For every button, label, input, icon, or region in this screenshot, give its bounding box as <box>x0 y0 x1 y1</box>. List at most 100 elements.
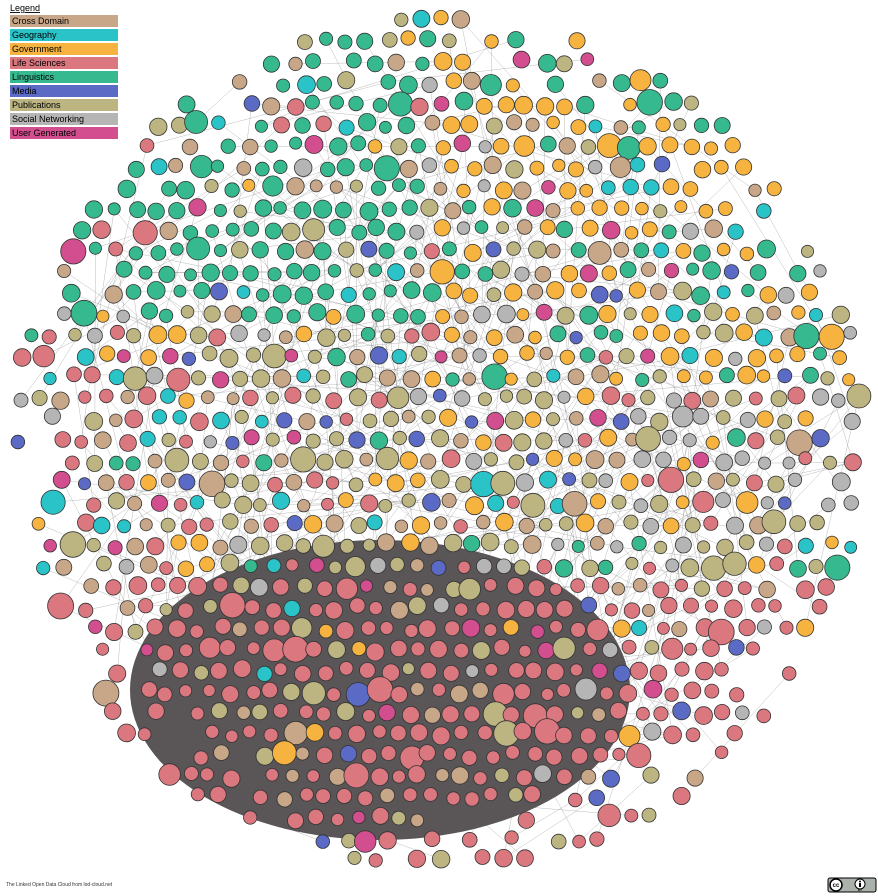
dataset-node <box>43 539 57 553</box>
dataset-node <box>254 414 269 429</box>
dataset-node <box>393 308 409 324</box>
dataset-node <box>599 428 618 447</box>
dataset-node <box>626 743 652 769</box>
edge <box>647 270 672 357</box>
dataset-node <box>250 578 269 597</box>
dataset-node <box>297 75 316 94</box>
dataset-node <box>727 223 744 240</box>
dataset-node <box>461 618 481 638</box>
dataset-node <box>373 155 400 182</box>
dataset-node <box>109 413 123 428</box>
dataset-node <box>692 451 710 469</box>
dataset-node <box>441 705 460 724</box>
dataset-node <box>233 204 247 218</box>
dataset-node <box>409 723 428 742</box>
dataset-node <box>255 288 270 302</box>
dataset-node <box>10 434 26 450</box>
dataset-node <box>502 619 520 636</box>
dataset-node <box>434 350 448 364</box>
edge <box>669 437 743 459</box>
dataset-node <box>680 558 700 577</box>
dataset-node <box>325 308 342 325</box>
dataset-node <box>146 618 164 636</box>
dataset-node <box>173 497 188 512</box>
dataset-node <box>716 285 731 300</box>
dataset-node <box>450 684 469 704</box>
dataset-node <box>618 684 638 703</box>
dataset-node <box>83 578 99 594</box>
dataset-node <box>585 450 605 470</box>
dataset-node <box>662 517 680 535</box>
edge <box>463 101 471 296</box>
dataset-node <box>40 489 66 515</box>
dataset-node <box>390 600 409 620</box>
dataset-node <box>289 136 303 150</box>
dataset-node <box>201 263 220 282</box>
dataset-node <box>210 282 228 301</box>
dataset-node <box>168 157 184 173</box>
dataset-node <box>754 328 773 347</box>
dataset-node <box>507 31 525 49</box>
dataset-node <box>546 281 565 300</box>
edge <box>324 461 546 525</box>
dataset-node <box>591 365 610 384</box>
dataset-node <box>125 284 142 300</box>
dataset-node <box>477 392 492 407</box>
dataset-node <box>809 307 824 322</box>
dataset-node <box>546 662 565 682</box>
dataset-node <box>41 329 57 345</box>
dataset-node <box>151 661 168 677</box>
dataset-node <box>231 241 249 259</box>
dataset-node <box>120 389 135 405</box>
dataset-node <box>62 283 81 303</box>
dataset-node <box>234 495 253 514</box>
dataset-node <box>674 661 690 677</box>
dataset-node <box>368 601 383 616</box>
dataset-node <box>612 74 631 92</box>
dataset-node <box>631 535 647 552</box>
dataset-node <box>294 665 312 683</box>
edge <box>637 187 652 291</box>
dataset-node <box>201 345 218 362</box>
dataset-node <box>328 767 347 786</box>
dataset-node <box>316 76 333 92</box>
dataset-node <box>435 140 451 156</box>
dataset-node <box>394 519 409 534</box>
dataset-node <box>108 369 125 386</box>
dataset-node <box>477 179 491 193</box>
dataset-node <box>128 576 148 595</box>
dataset-node <box>181 138 199 156</box>
dataset-node <box>401 493 416 508</box>
dataset-node <box>535 303 553 321</box>
dataset-node <box>758 580 776 599</box>
dataset-node <box>683 597 700 614</box>
dataset-node <box>168 202 186 220</box>
edge <box>271 377 388 525</box>
edge <box>385 127 471 338</box>
dataset-node <box>78 390 92 404</box>
edge <box>683 270 712 465</box>
dataset-node <box>212 411 230 430</box>
dataset-node <box>423 243 440 260</box>
dataset-node <box>151 409 167 425</box>
dataset-node <box>741 283 755 298</box>
dataset-node <box>178 473 196 491</box>
dataset-node <box>588 119 603 134</box>
dataset-node <box>541 687 555 701</box>
dataset-node <box>692 490 715 513</box>
edge <box>661 332 777 485</box>
edge <box>238 271 295 334</box>
dataset-node <box>244 599 261 615</box>
dataset-node <box>262 175 284 197</box>
dataset-node <box>177 95 196 114</box>
dataset-node <box>422 493 441 512</box>
edge <box>599 80 756 191</box>
dataset-node <box>691 286 710 306</box>
dataset-node <box>222 513 239 530</box>
dataset-node <box>705 599 719 613</box>
dataset-node <box>644 640 660 655</box>
dataset-node <box>118 474 135 491</box>
dataset-node <box>381 663 400 682</box>
dataset-node <box>167 325 187 344</box>
